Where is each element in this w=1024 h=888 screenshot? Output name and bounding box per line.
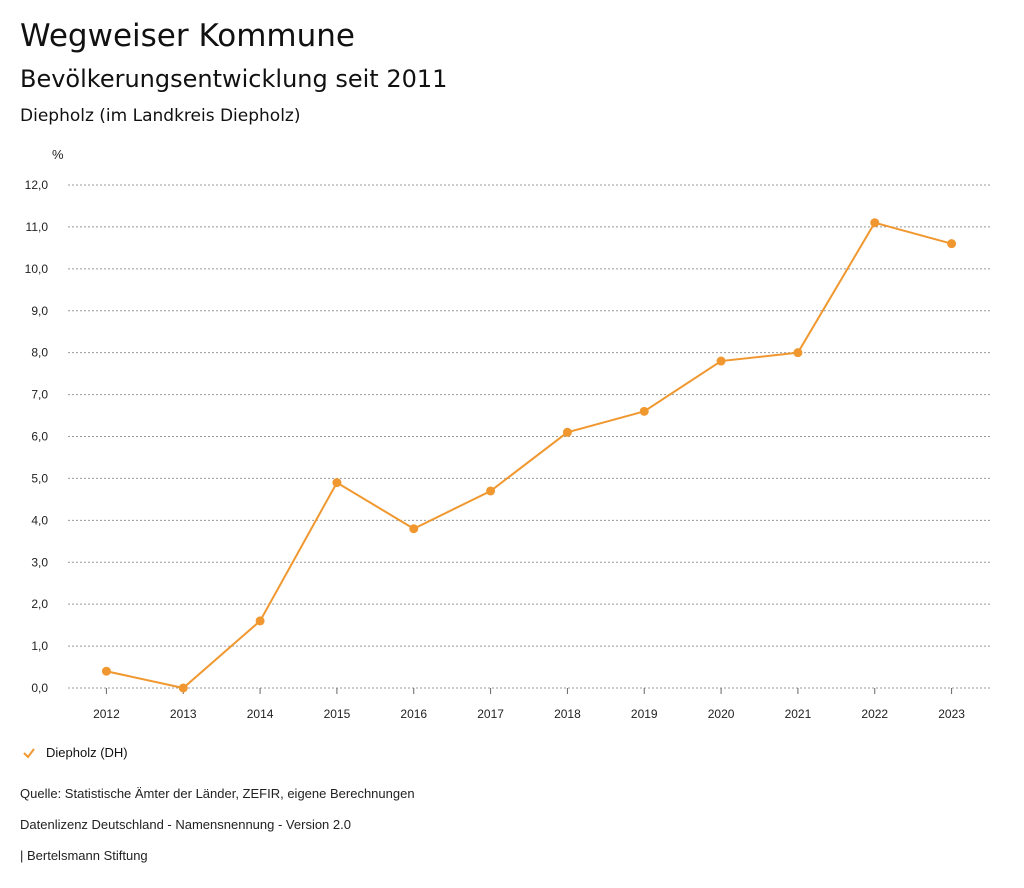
line-chart: % 0,0 1,0 2,0 3,0 4,0 5,0 6,0 7,0 8,0 9,0 10,0 11,0 1…: [25, 147, 990, 721]
y-tick-label: 4,0: [31, 513, 48, 527]
y-tick-label: 3,0: [31, 555, 48, 569]
x-tick-label: 2020: [708, 707, 735, 721]
x-tick-label: 2015: [324, 707, 351, 721]
x-tick-label: 2012: [93, 707, 120, 721]
chart-subtitle: Bevölkerungsentwicklung seit 2011: [20, 65, 448, 93]
data-point: [255, 616, 265, 626]
y-tick-label: 8,0: [31, 346, 48, 360]
data-point: [716, 356, 726, 366]
data-point: [947, 239, 957, 249]
x-tick-label: 2021: [785, 707, 812, 721]
data-point: [562, 427, 572, 437]
y-tick-label: 6,0: [31, 430, 48, 444]
x-tick-label: 2017: [477, 707, 504, 721]
data-point: [409, 524, 419, 534]
check-icon: [23, 747, 35, 759]
source-text: Quelle: Statistische Ämter der Länder, Z…: [20, 786, 415, 801]
brand-text: | Bertelsmann Stiftung: [20, 848, 148, 863]
legend-label: Diepholz (DH): [46, 745, 128, 760]
data-point: [639, 406, 649, 416]
license-text: Datenlizenz Deutschland - Namensnennung …: [20, 817, 351, 832]
y-tick-label: 12,0: [25, 178, 49, 192]
y-tick-label: 5,0: [31, 471, 48, 485]
x-tick-label: 2023: [938, 707, 965, 721]
y-tick-label: 7,0: [31, 388, 48, 402]
x-tick-label: 2014: [247, 707, 274, 721]
y-tick-label: 10,0: [25, 262, 49, 276]
x-tick-label: 2019: [631, 707, 658, 721]
x-tick-label: 2018: [554, 707, 581, 721]
data-point: [178, 683, 188, 693]
series-line: [106, 221, 952, 690]
data-point: [793, 348, 803, 358]
y-tick-label: 9,0: [31, 304, 48, 318]
data-point: [101, 666, 111, 676]
x-tick-label: 2022: [861, 707, 888, 721]
y-tick-label: 0,0: [31, 681, 48, 695]
data-point: [332, 478, 342, 488]
page-title: Wegweiser Kommune: [20, 18, 355, 54]
data-point: [486, 486, 496, 496]
legend-item[interactable]: Diepholz (DH): [22, 745, 128, 760]
y-axis-unit: %: [52, 147, 64, 162]
y-tick-label: 11,0: [26, 220, 49, 234]
x-tick-label: 2016: [400, 707, 427, 721]
region-label: Diepholz (im Landkreis Diepholz): [20, 106, 301, 126]
x-tick-label: 2013: [170, 707, 197, 721]
y-tick-label: 2,0: [31, 597, 48, 611]
y-tick-label: 1,0: [31, 639, 48, 653]
data-point: [870, 218, 880, 228]
